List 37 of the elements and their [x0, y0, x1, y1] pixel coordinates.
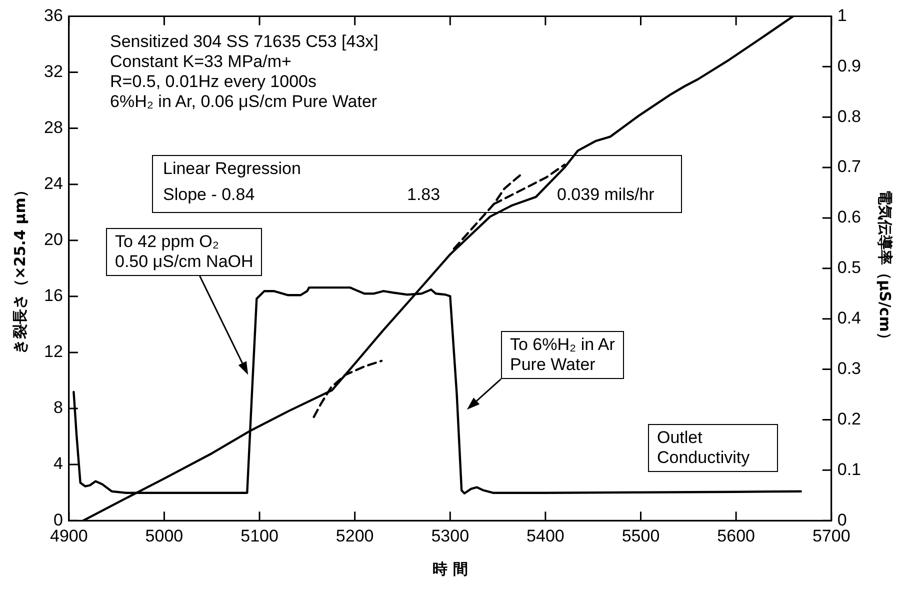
y-tick-label: 36: [44, 6, 63, 25]
y2-tick-label: 0.1: [837, 460, 862, 479]
y-tick-label: 4: [53, 454, 63, 474]
x-tick-label: 5400: [526, 526, 564, 546]
x-tick-label: 5500: [622, 526, 660, 546]
annotation: Slope - 0.84: [163, 185, 255, 205]
y-tick-label: 32: [44, 62, 63, 81]
x-axis-title: 時 間: [432, 560, 468, 578]
annotation: Outlet Conductivity: [648, 424, 778, 472]
y2-tick-label: 0.3: [837, 358, 862, 378]
annotation: To 6%H₂ in Ar Pure Water: [501, 331, 624, 379]
annotation: 1.83: [407, 185, 440, 205]
annotation: 0.039 mils/hr: [557, 185, 654, 205]
annotation: To 42 ppm O₂ 0.50 μS/cm NaOH: [106, 228, 262, 276]
y-tick-label: 8: [53, 398, 63, 418]
x-tick-label: 5000: [145, 526, 184, 546]
x-tick-label: 5300: [431, 526, 470, 546]
y-tick-label: 16: [44, 286, 63, 306]
y-tick-label: 12: [44, 342, 63, 362]
y2-axis-title: 電気伝導率（μS/cm）: [876, 190, 894, 347]
y2-tick-label: 0.6: [837, 208, 862, 227]
y2-tick-label: 0.7: [837, 157, 862, 176]
y2-tick-label: 0.9: [837, 56, 862, 76]
y2-tick-label: 1: [837, 6, 847, 25]
annotation: Linear Regression: [163, 159, 301, 179]
y2-tick-label: 0.4: [837, 308, 862, 328]
y-tick-label: 28: [44, 118, 63, 137]
y2-tick-label: 0.8: [837, 106, 862, 126]
y-tick-label: 24: [44, 174, 63, 194]
annotation: Sensitized 304 SS 71635 C53 [43x] Constant K=33 MPa/m+ R=0.5, 0.01Hz every 1000s 6%H₂ in Ar, 0.06 μS/cm Pure Water: [110, 32, 378, 112]
y2-tick-label: 0.2: [837, 409, 862, 428]
y-tick-label: 20: [44, 230, 63, 250]
x-tick-label: 5200: [336, 526, 374, 546]
y-axis-title: き裂長さ（×25.4 μm）: [10, 182, 29, 354]
y2-tick-label: 0.5: [837, 258, 862, 278]
x-tick-label: 5100: [240, 526, 278, 546]
x-tick-label: 5600: [717, 526, 755, 546]
